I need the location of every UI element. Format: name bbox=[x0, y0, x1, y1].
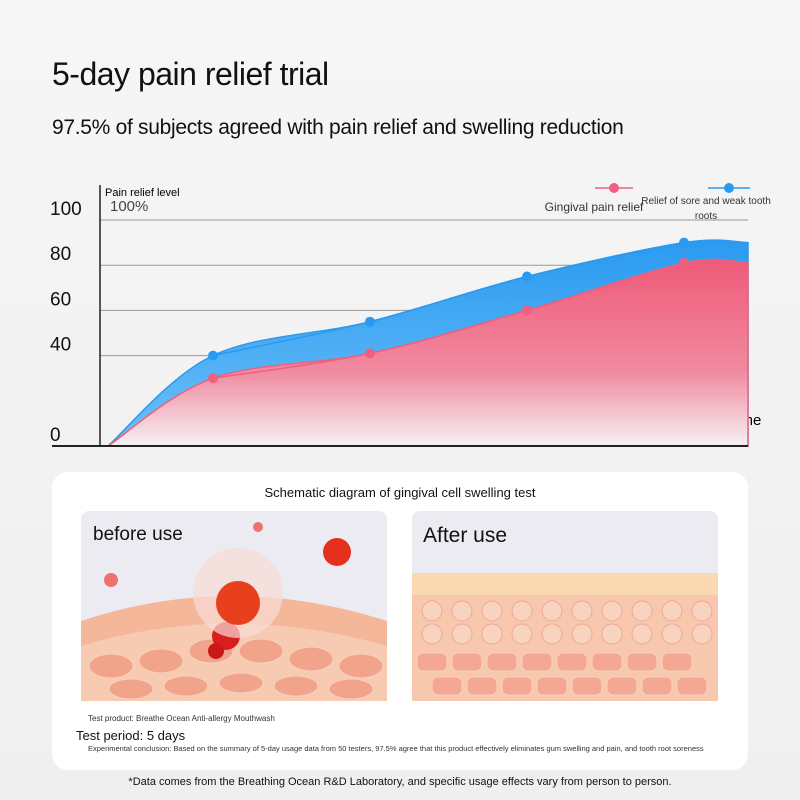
chart: Pain relief level 100% usage time 4week … bbox=[50, 183, 771, 447]
product-note: Test product: Breathe Ocean Anti-allergy… bbox=[88, 714, 275, 723]
conclusion-note: Experimental conclusion: Based on the su… bbox=[88, 744, 704, 753]
data-point bbox=[522, 271, 532, 282]
panel-title: Schematic diagram of gingival cell swell… bbox=[264, 485, 536, 500]
y-tick-label: 40 bbox=[50, 335, 71, 356]
after-label: After use bbox=[423, 524, 508, 547]
page-title: 5-day pain relief trial bbox=[52, 56, 329, 92]
data-point bbox=[208, 373, 218, 384]
y-axis-note: 100% bbox=[110, 198, 148, 215]
legend-label: Gingival pain relief bbox=[545, 200, 644, 214]
series-line bbox=[212, 262, 685, 379]
legend-label: Relief of sore and weak tooth roots bbox=[641, 196, 771, 222]
y-axis-label: Pain relief level bbox=[105, 187, 180, 199]
before-label: before use bbox=[93, 524, 183, 545]
area-fill bbox=[105, 258, 749, 447]
subtitle: 97.5% of subjects agreed with pain relie… bbox=[52, 116, 624, 139]
legend-box: Relief of sore and weak tooth roots bbox=[641, 196, 771, 222]
data-point bbox=[679, 237, 689, 248]
legend-marker bbox=[609, 183, 619, 193]
before-illustration bbox=[81, 511, 387, 701]
data-point bbox=[522, 305, 532, 316]
y-tick-label: 0 bbox=[50, 425, 61, 446]
after-illustration bbox=[412, 511, 718, 701]
period-note: Test period: 5 days bbox=[76, 728, 186, 743]
data-point bbox=[208, 350, 218, 361]
footnote: *Data comes from the Breathing Ocean R&D… bbox=[128, 776, 672, 788]
y-tick-label: 60 bbox=[50, 289, 71, 310]
data-point bbox=[679, 257, 689, 268]
y-tick-label: 80 bbox=[50, 244, 71, 265]
data-point bbox=[365, 316, 375, 327]
data-point bbox=[365, 348, 375, 359]
series-line bbox=[212, 241, 685, 357]
legend-marker bbox=[724, 183, 734, 193]
y-tick-label: 100 bbox=[50, 199, 82, 220]
